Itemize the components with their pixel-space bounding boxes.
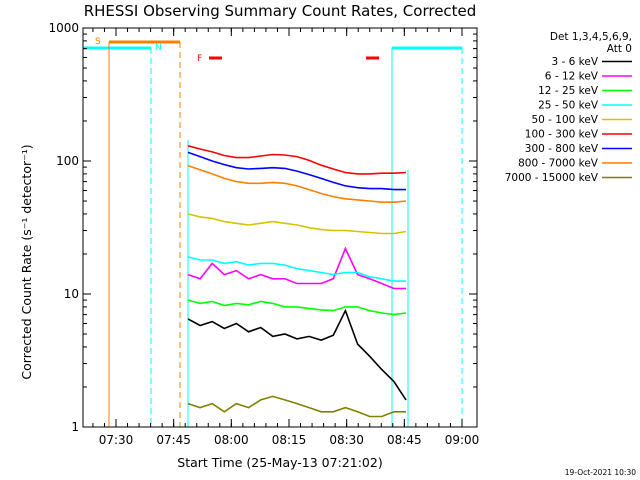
legend-label-4: 25 - 50 keV — [538, 100, 599, 112]
series-line-8 — [187, 165, 407, 203]
x-tick-label: 08:45 — [387, 433, 422, 447]
series-line-5 — [187, 213, 407, 235]
marker-label-n: N — [155, 43, 162, 53]
x-tick-label: 08:30 — [329, 433, 364, 447]
legend-label-8: 800 - 7000 keV — [518, 158, 599, 170]
series-line-2 — [187, 246, 406, 290]
x-tick-label: 07:30 — [99, 433, 134, 447]
legend-label-9: 7000 - 15000 keV — [505, 172, 599, 184]
legend: 3 - 6 keV 6 - 12 keV 12 - 25 keV 25 - 50 ke… — [505, 56, 632, 184]
legend-header-line-1: Det 1,3,4,5,6,9, — [550, 31, 632, 43]
x-tick-label: 08:00 — [214, 433, 249, 447]
y-tick-label: 100 — [56, 154, 79, 168]
legend-header-line-2: Att 0 — [607, 43, 632, 55]
series-line-7 — [187, 151, 406, 191]
x-axis-title: Start Time (25-May-13 07:21:02) — [177, 455, 382, 470]
legend-label-6: 100 - 300 keV — [525, 129, 599, 141]
legend-label-5: 50 - 100 keV — [531, 114, 598, 126]
axes: 1 10 100 1000 07:30 07:45 08:00 08:15 08:30 08:45… — [48, 21, 479, 447]
legend-label-3: 12 - 25 keV — [538, 85, 599, 97]
y-tick-label: 1000 — [48, 21, 79, 35]
legend-label-1: 3 - 6 keV — [551, 56, 598, 68]
y-tick-label: 10 — [64, 287, 79, 301]
chart-title: RHESSI Observing Summary Count Rates, Co… — [84, 2, 477, 20]
series-line-9 — [187, 395, 406, 418]
footer-timestamp: 19-Oct-2021 10:30 — [565, 468, 636, 477]
y-tick-label: 1 — [71, 420, 79, 434]
x-tick-label: 07:45 — [156, 433, 191, 447]
series-line-6 — [187, 145, 407, 175]
series-line-1 — [187, 308, 407, 401]
plot-area: S N F — [83, 37, 463, 427]
series-line-4 — [187, 256, 406, 282]
series-line-3 — [187, 299, 407, 316]
x-tick-label: 08:15 — [272, 433, 307, 447]
marker-label-f: F — [197, 54, 202, 64]
legend-label-2: 6 - 12 keV — [545, 71, 599, 83]
y-axis-title: Corrected Count Rate (s⁻¹ detector⁻¹) — [19, 144, 34, 379]
marker-label-s: S — [95, 37, 101, 47]
legend-label-7: 300 - 800 keV — [525, 143, 599, 155]
plot-frame — [82, 27, 478, 428]
x-tick-label: 09:00 — [445, 433, 480, 447]
